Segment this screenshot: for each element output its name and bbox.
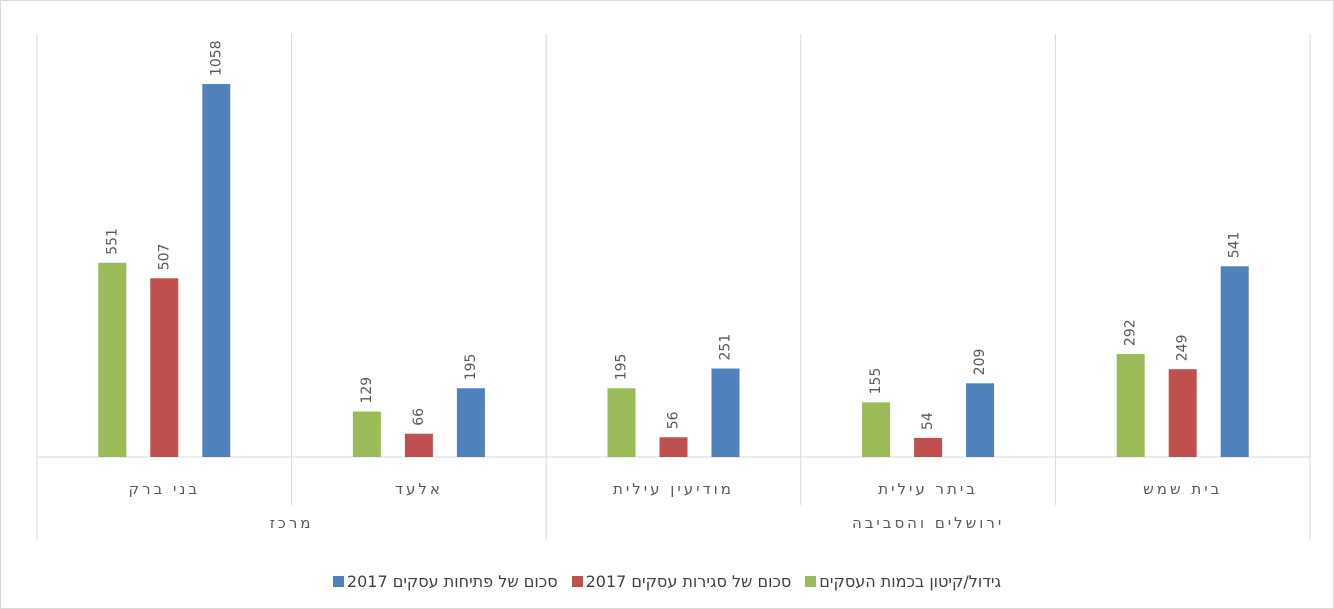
legend-item: סכום של סגירות עסקים 2017 — [571, 572, 792, 591]
bar — [1220, 266, 1249, 457]
bar — [1116, 354, 1145, 457]
data-label: 551 — [104, 228, 120, 255]
data-label: 292 — [1123, 319, 1139, 346]
data-label: 251 — [718, 334, 734, 361]
bar — [404, 433, 433, 457]
data-label: 54 — [920, 412, 936, 430]
data-label: 209 — [972, 349, 988, 376]
data-label: 1058 — [208, 40, 224, 76]
bar — [966, 383, 995, 457]
data-label: 129 — [359, 377, 375, 404]
bar — [862, 402, 891, 457]
bar — [659, 437, 688, 457]
bar — [711, 368, 740, 457]
x-tick-label: אלעד — [395, 480, 443, 498]
legend-label: סכום של סגירות עסקים 2017 — [585, 572, 792, 591]
bar — [150, 278, 179, 457]
legend-label: סכום של פתיחות עסקים 2017 — [346, 572, 558, 591]
data-label: 66 — [411, 408, 427, 426]
data-label: 195 — [463, 354, 479, 381]
data-label: 541 — [1227, 232, 1243, 259]
group-label: ירושלים והסביבה — [852, 514, 1004, 532]
x-tick-label: בית שמש — [1143, 480, 1222, 498]
data-label: 195 — [614, 354, 630, 381]
bar — [914, 437, 943, 457]
bar — [202, 84, 231, 458]
bar — [1168, 369, 1197, 457]
legend-swatch — [571, 576, 583, 587]
bar — [607, 388, 636, 457]
legend: גידול/קיטון בכמות העסקים סכום של סגירות ע… — [0, 572, 1334, 591]
legend-label: גידול/קיטון בכמות העסקים — [819, 572, 1002, 591]
group-label: מרכז — [270, 514, 314, 532]
bar — [98, 262, 127, 457]
data-label: 249 — [1175, 334, 1191, 361]
data-label: 507 — [156, 244, 172, 271]
legend-item: סכום של פתיחות עסקים 2017 — [332, 572, 558, 591]
bar — [456, 388, 485, 457]
bar — [352, 411, 381, 457]
legend-swatch — [332, 576, 344, 587]
x-tick-label: בני ברק — [129, 480, 201, 498]
x-tick-label: ביתר עילית — [878, 480, 978, 498]
x-tick-label: מודיעין עילית — [613, 480, 734, 498]
data-label: 56 — [666, 411, 682, 429]
data-label: 155 — [868, 368, 884, 395]
legend-swatch — [805, 576, 817, 587]
legend-item: גידול/קיטון בכמות העסקים — [805, 572, 1001, 591]
